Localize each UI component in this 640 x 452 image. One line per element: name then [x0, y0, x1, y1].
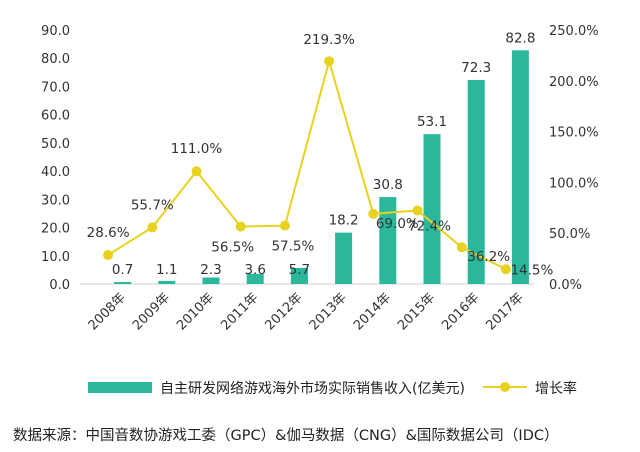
growth-rate-label: 69.0% — [376, 216, 419, 232]
bar — [511, 50, 529, 284]
x-tick-label: 2010年 — [174, 290, 217, 333]
growth-rate-point — [500, 264, 511, 275]
right-tick-label: 200.0% — [549, 75, 599, 90]
left-tick-label: 0.0 — [49, 278, 70, 293]
bar-value-label: 82.8 — [505, 30, 535, 46]
bar-value-label: 30.8 — [373, 177, 403, 193]
bar — [202, 277, 220, 284]
right-tick-label: 250.0% — [549, 24, 599, 39]
bar-value-label: 2.3 — [200, 262, 221, 278]
growth-rate-point — [412, 205, 423, 216]
legend-bar-label: 自主研发网络游戏海外市场实际销售收入(亿美元) — [160, 380, 465, 397]
growth-rate-label: 72.4% — [408, 218, 451, 234]
growth-rate-point — [324, 56, 335, 67]
bar-value-label: 3.6 — [244, 262, 265, 278]
left-tick-label: 50.0 — [41, 137, 70, 152]
bar — [114, 282, 132, 284]
bar-series — [114, 50, 529, 284]
growth-rate-label: 219.3% — [303, 32, 355, 48]
x-tick-label: 2015年 — [395, 290, 438, 333]
right-axis-ticks: 0.0% 50.0% 100.0% 150.0% 200.0% 250.0% — [549, 24, 599, 293]
growth-rate-labels: 28.6%55.7%111.0%56.5% 57.5%219.3%69.0%72.… — [87, 32, 554, 278]
left-axis-ticks: 0.0 10.0 20.0 30.0 40.0 50.0 60.0 70.0 80.0 90.0 — [41, 24, 70, 293]
legend-line-marker — [500, 382, 510, 392]
bar-value-label: 72.3 — [461, 60, 491, 76]
combo-chart: 0.010.020.030.040.050.060.070.080.090.0 … — [41, 24, 599, 397]
legend-line-label: 增长率 — [535, 380, 577, 397]
bar — [335, 232, 353, 284]
left-tick-label: 40.0 — [41, 165, 70, 180]
bar-value-label: 5.7 — [289, 262, 310, 278]
x-tick-label: 2017年 — [484, 290, 527, 333]
left-tick-label: 90.0 — [41, 24, 70, 39]
growth-rate-point — [368, 208, 379, 219]
bar-value-label: 1.1 — [156, 262, 177, 278]
data-source-note: 数据来源：中国音数协游戏工委（GPC）&伽马数据（CNG）&国际数据公司（IDC… — [13, 428, 559, 444]
x-tick-label: 2014年 — [351, 290, 394, 333]
growth-rate-line — [107, 57, 507, 271]
left-tick-label: 70.0 — [41, 80, 70, 95]
legend: 自主研发网络游戏海外市场实际销售收入(亿美元) 增长率 — [88, 380, 577, 397]
x-tick-label: 2009年 — [130, 290, 173, 333]
growth-rate-label: 36.2% — [467, 249, 510, 265]
growth-rate-label: 111.0% — [171, 141, 223, 157]
left-tick-label: 30.0 — [41, 193, 70, 208]
x-tick-label: 2008年 — [86, 290, 129, 333]
growth-rate-point — [103, 249, 114, 260]
growth-rate-label: 28.6% — [87, 225, 130, 241]
right-tick-label: 150.0% — [549, 126, 599, 141]
growth-rate-point — [456, 242, 467, 253]
right-tick-label: 100.0% — [549, 176, 599, 191]
right-tick-label: 0.0% — [549, 278, 582, 293]
left-tick-label: 10.0 — [41, 250, 70, 265]
growth-rate-point — [191, 166, 202, 177]
bar — [290, 267, 308, 284]
growth-rate-label: 57.5% — [271, 239, 314, 255]
growth-rate-label: 56.5% — [211, 240, 254, 256]
bar-value-labels: 0.7 1.1 2.3 3.6 5.7 18.2 30.8 53.1 72.3 82.8 — [112, 30, 536, 278]
bar — [467, 79, 485, 284]
growth-rate-point — [235, 221, 246, 232]
growth-rate-label: 55.7% — [131, 197, 174, 213]
growth-rate-label: 14.5% — [510, 262, 553, 278]
bar-value-label: 18.2 — [329, 213, 359, 229]
x-tick-label: 2012年 — [263, 290, 306, 333]
bar-value-label: 53.1 — [417, 114, 447, 130]
growth-rate-points — [103, 56, 511, 275]
bar — [379, 197, 397, 284]
right-tick-label: 50.0% — [549, 227, 590, 242]
x-axis-labels: 2008年 2009年 2010年 2011年 2012年 2013年 2014年 2015年… — [86, 290, 527, 333]
left-tick-label: 60.0 — [41, 109, 70, 124]
x-tick-label: 2011年 — [218, 290, 261, 333]
bar — [158, 280, 176, 284]
growth-rate-point — [279, 220, 290, 231]
legend-bar-swatch — [88, 382, 152, 393]
left-tick-label: 20.0 — [41, 222, 70, 237]
left-tick-label: 80.0 — [41, 52, 70, 67]
bar — [246, 273, 264, 284]
bar — [423, 134, 441, 284]
growth-rate-point — [147, 222, 158, 233]
bar-value-label: 0.7 — [112, 262, 133, 278]
x-tick-label: 2013年 — [307, 290, 350, 333]
x-tick-label: 2016年 — [439, 290, 482, 333]
